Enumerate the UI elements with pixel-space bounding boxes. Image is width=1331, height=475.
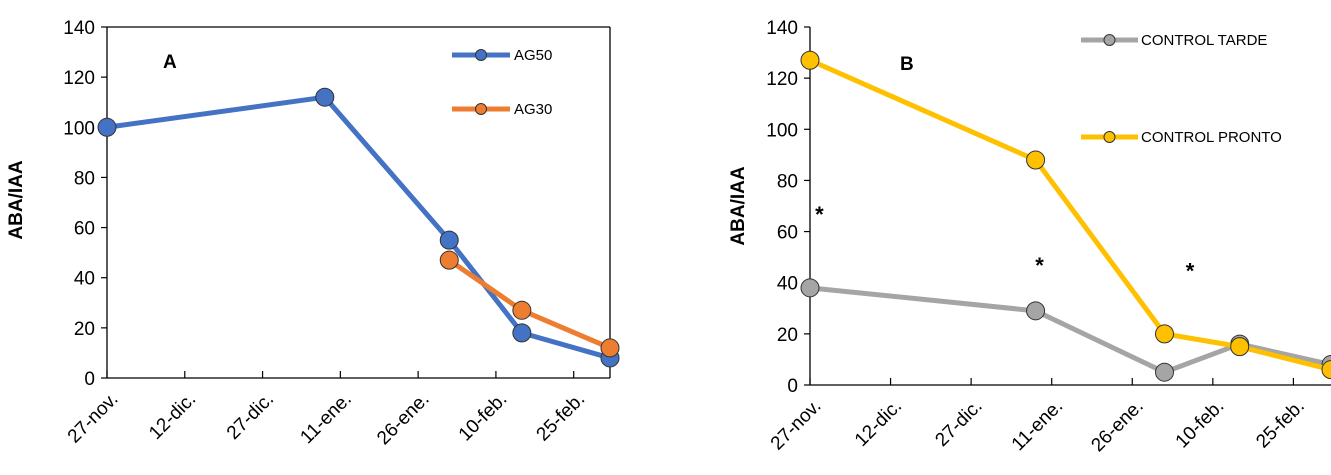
- data-point: [600, 338, 620, 358]
- y-tick-label: 0: [787, 376, 798, 397]
- series-line: [807, 285, 1331, 375]
- y-tick-label: 40: [777, 274, 798, 295]
- legend-entry: AG50: [514, 47, 552, 64]
- x-tick-label: 26-ene.: [1087, 396, 1147, 456]
- data-point: [800, 50, 820, 70]
- series-line: [104, 94, 613, 361]
- y-tick-label: 100: [766, 120, 798, 141]
- x-tick-label: 12-dic.: [851, 396, 906, 451]
- y-tick-label: 20: [777, 325, 798, 346]
- data-point: [800, 278, 820, 298]
- y-tick-label: 0: [84, 369, 95, 390]
- legend-swatch-marker: [475, 49, 487, 61]
- data-point: [439, 230, 459, 250]
- panel-label: B: [900, 54, 914, 75]
- legend-entry: CONTROL TARDE: [1141, 32, 1267, 49]
- x-tick-label: 10-feb.: [1172, 396, 1229, 453]
- y-axis-label: ABA/IAA: [6, 160, 27, 239]
- y-tick-label: 60: [777, 223, 798, 244]
- y-tick-label: 40: [74, 269, 95, 290]
- y-tick-label: 60: [74, 219, 95, 240]
- series-line: [807, 57, 1331, 373]
- data-point: [1154, 362, 1174, 382]
- data-point: [1230, 337, 1250, 357]
- y-tick-label: 140: [766, 18, 798, 39]
- x-tick-label: 12-dic.: [145, 389, 200, 444]
- y-tick-label: 100: [63, 118, 95, 139]
- x-tick-label: 27-nov.: [64, 389, 123, 448]
- data-point: [1026, 150, 1046, 170]
- x-tick-label: 25-feb.: [533, 389, 590, 446]
- data-point: [1154, 324, 1174, 344]
- data-point: [1026, 301, 1046, 321]
- x-tick-label: 26-ene.: [373, 389, 433, 449]
- x-tick-label: 27-dic.: [223, 389, 278, 444]
- chart-panel-a: 0 20 40 60 80 100 120 140 27-nov. 12-dic. 27-dic. 1…: [6, 18, 620, 449]
- y-tick-label: 20: [74, 319, 95, 340]
- data-point: [315, 87, 335, 107]
- x-tick-label: 27-nov.: [767, 396, 826, 455]
- x-tick-label: 25-feb.: [1252, 396, 1309, 453]
- legend-entry: CONTROL PRONTO: [1141, 129, 1282, 146]
- legend-swatch-marker: [475, 103, 487, 115]
- y-tick-label: 80: [777, 171, 798, 192]
- y-tick-label: 120: [766, 69, 798, 90]
- chart-panel-b: 0 20 40 60 80 100 120 140 27-nov. 12-dic. 27-dic. 1…: [728, 18, 1331, 456]
- significance-asterisk: *: [1035, 253, 1044, 278]
- significance-asterisk: *: [1186, 258, 1195, 283]
- y-tick-label: 140: [63, 18, 95, 39]
- significance-asterisk: *: [815, 202, 824, 227]
- data-point: [97, 117, 117, 137]
- data-point: [512, 323, 532, 343]
- y-axis-label: ABA/IAA: [728, 166, 749, 245]
- y-tick-label: 120: [63, 68, 95, 89]
- x-tick-label: 11-ene.: [1008, 396, 1067, 455]
- data-point: [439, 250, 459, 270]
- legend-swatch-marker: [1103, 131, 1116, 143]
- data-point: [512, 300, 532, 320]
- legend-swatch-marker: [1103, 34, 1116, 46]
- x-tick-label: 11-ene.: [296, 389, 355, 448]
- x-tick-label: 10-feb.: [455, 389, 512, 446]
- panel-label: A: [163, 52, 177, 73]
- data-point: [1321, 360, 1331, 380]
- legend-entry: AG30: [514, 101, 552, 118]
- x-tick-label: 27-dic.: [931, 396, 986, 451]
- y-tick-label: 80: [74, 168, 95, 189]
